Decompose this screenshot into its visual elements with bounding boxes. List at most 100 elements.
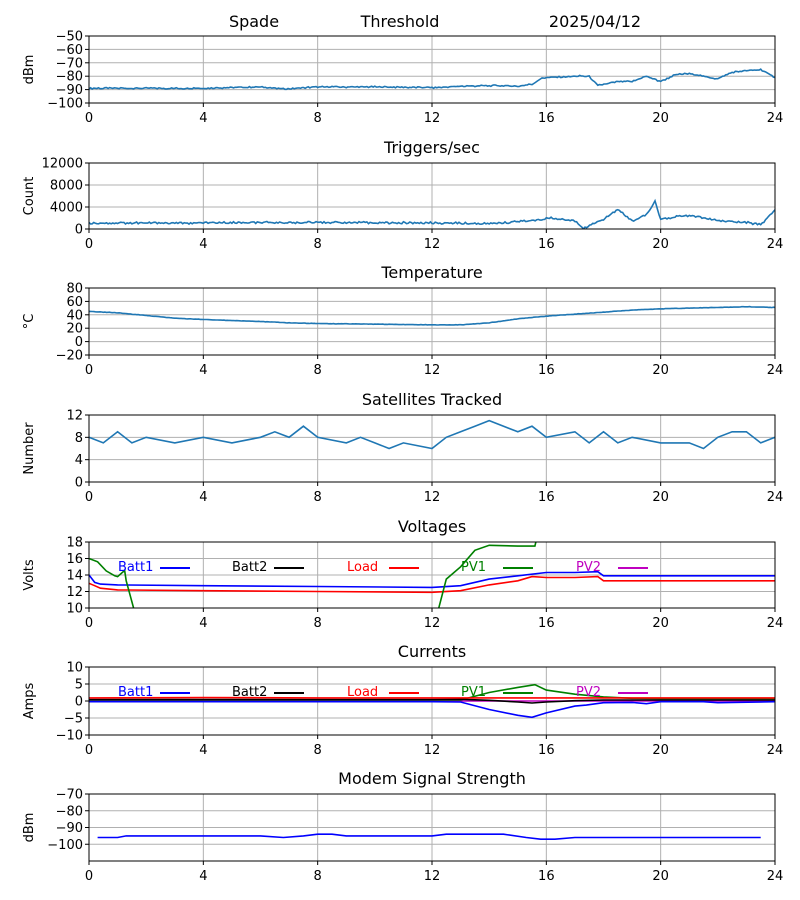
y-tick-label: 10	[66, 661, 83, 676]
header-left: Spade	[229, 12, 279, 31]
y-axis-label: Number	[22, 422, 37, 475]
x-tick-label: 16	[538, 616, 555, 631]
series-line	[97, 833, 761, 841]
x-tick-label: 12	[424, 363, 441, 378]
legend-label: PV2	[576, 560, 601, 575]
x-tick-label: 24	[767, 743, 784, 758]
y-tick-label: 12	[66, 409, 83, 424]
x-tick-label: 4	[199, 111, 207, 126]
x-tick-label: 12	[424, 743, 441, 758]
y-tick-label: −70	[56, 56, 83, 71]
series-line	[89, 698, 775, 704]
y-tick-label: −20	[56, 349, 83, 364]
y-tick-label: 4	[75, 453, 83, 468]
x-tick-label: 8	[314, 616, 322, 631]
chart-title: Currents	[398, 642, 466, 661]
x-tick-label: 8	[314, 869, 322, 884]
y-axis-label: Amps	[22, 682, 37, 719]
chart-title: Satellites Tracked	[362, 390, 502, 409]
x-tick-label: 20	[652, 616, 669, 631]
legend-label: PV1	[461, 560, 486, 575]
x-tick-label: 0	[85, 111, 93, 126]
x-tick-label: 8	[314, 363, 322, 378]
y-tick-label: 0	[75, 695, 83, 710]
x-tick-label: 20	[652, 490, 669, 505]
y-tick-label: 8	[75, 431, 83, 446]
legend-label: PV1	[461, 685, 486, 700]
series-line	[89, 575, 775, 594]
x-tick-label: 24	[767, 363, 784, 378]
x-tick-label: 0	[85, 616, 93, 631]
x-tick-label: 20	[652, 869, 669, 884]
x-tick-label: 20	[652, 743, 669, 758]
y-tick-label: −80	[56, 70, 83, 85]
y-tick-label: 5	[75, 678, 83, 693]
y-tick-label: 16	[66, 552, 83, 567]
y-axis-label: Volts	[22, 559, 37, 591]
y-tick-label: 12	[66, 585, 83, 600]
x-tick-label: 16	[538, 490, 555, 505]
x-tick-label: 24	[767, 490, 784, 505]
chart-panel: 0 4 8 12 16 20 24 −100 −90 −80−70 Modem Signal Str…	[22, 769, 783, 884]
x-tick-label: 12	[424, 237, 441, 252]
series-line	[89, 419, 775, 450]
y-axis-label: dBm	[22, 813, 37, 843]
x-tick-label: 16	[538, 237, 555, 252]
y-tick-label: −90	[56, 821, 83, 836]
legend-label: Load	[347, 560, 378, 575]
y-tick-label: 0	[75, 335, 83, 350]
x-tick-label: 4	[199, 743, 207, 758]
legend-label: Load	[347, 685, 378, 700]
x-tick-label: 8	[314, 111, 322, 126]
y-tick-label: 0	[75, 476, 83, 491]
x-tick-label: 16	[538, 363, 555, 378]
x-tick-label: 4	[199, 490, 207, 505]
x-tick-label: 16	[538, 111, 555, 126]
y-tick-label: −10	[56, 729, 83, 744]
x-tick-label: 8	[314, 743, 322, 758]
x-tick-label: 16	[538, 869, 555, 884]
chart-title: Triggers/sec	[383, 138, 480, 157]
x-tick-label: 24	[767, 237, 784, 252]
y-tick-label: 20	[66, 322, 83, 337]
y-tick-label: −90	[56, 83, 83, 98]
chart-panel: 0 4 8 12 16 20 24 0 4000 8000 12000 Triggers/sec Cou…	[22, 138, 783, 252]
y-axis-label: dBm	[22, 55, 37, 85]
y-tick-label: 12000	[42, 157, 83, 172]
x-tick-label: 12	[424, 111, 441, 126]
chart-panel: 0 4 8 12 16 20 24 −10 −5 0 5 10 Currents Amps Batt1 Bat…	[22, 642, 783, 758]
y-tick-label: 14	[66, 569, 83, 584]
x-tick-label: 4	[199, 237, 207, 252]
y-tick-label: −100	[47, 97, 83, 112]
x-tick-label: 0	[85, 363, 93, 378]
chart-title: Modem Signal Strength	[338, 769, 526, 788]
series-line	[89, 542, 537, 608]
y-tick-label: −50	[56, 30, 83, 45]
header-center: Threshold	[360, 12, 440, 31]
legend-label: Batt2	[232, 685, 267, 700]
x-tick-label: 16	[538, 743, 555, 758]
x-tick-label: 12	[424, 616, 441, 631]
y-axis-label: °C	[22, 314, 37, 330]
y-tick-label: 8000	[50, 179, 83, 194]
x-tick-label: 12	[424, 869, 441, 884]
x-tick-label: 20	[652, 111, 669, 126]
chart-panel: 0 4 8 12 16 20 24 0 4 8 12 Satellites Tracked Number	[22, 390, 783, 505]
y-tick-label: 60	[66, 295, 83, 310]
chart-title: Temperature	[380, 263, 482, 282]
series-line	[89, 570, 775, 589]
header-right: 2025/04/12	[549, 12, 641, 31]
chart-panel: 0 4 8 12 16 20 24 −100−90−80−70−60−50 dBm	[22, 30, 783, 127]
series-line	[89, 198, 775, 229]
x-tick-label: 0	[85, 237, 93, 252]
legend-label: Batt2	[232, 560, 267, 575]
x-tick-label: 0	[85, 743, 93, 758]
x-tick-label: 0	[85, 869, 93, 884]
y-tick-label: −70	[56, 788, 83, 803]
y-tick-label: 10	[66, 602, 83, 617]
chart-title: Voltages	[398, 517, 466, 536]
